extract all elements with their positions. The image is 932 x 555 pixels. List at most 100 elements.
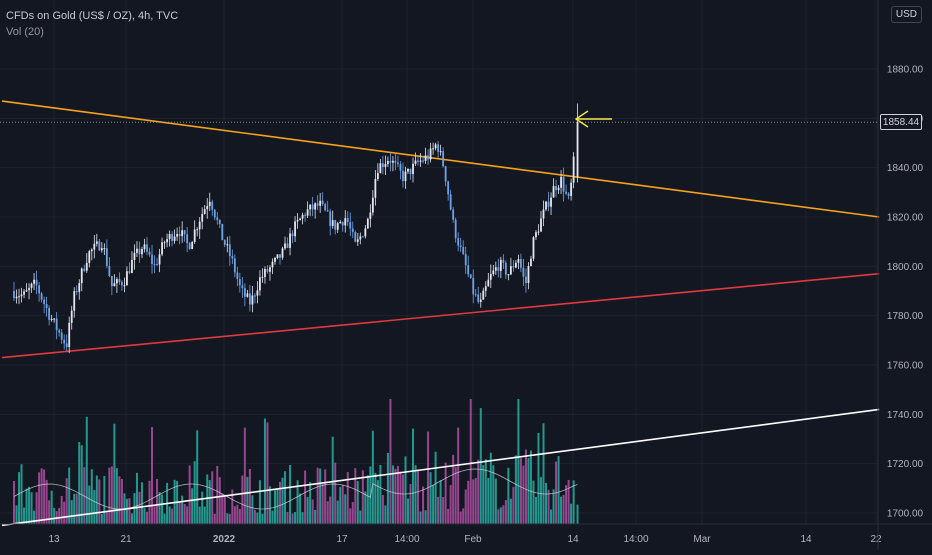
- volume-bar: [562, 494, 565, 524]
- volume-bar: [40, 468, 43, 524]
- candle-body: [166, 239, 168, 243]
- volume-bar: [233, 506, 236, 524]
- volume-bar: [346, 471, 349, 524]
- volume-bar: [542, 423, 545, 524]
- volume-bar: [98, 479, 101, 524]
- left-arrow-icon: [574, 110, 612, 128]
- candle-body: [15, 296, 18, 299]
- candle-body: [233, 258, 236, 273]
- candle-body: [28, 287, 30, 291]
- volume-bar: [183, 503, 186, 524]
- volume-bar: [512, 486, 515, 524]
- volume-bar: [279, 481, 282, 524]
- volume-bar: [534, 497, 537, 524]
- volume-bar: [502, 505, 505, 524]
- volume-bar: [477, 459, 480, 524]
- candle-body: [394, 160, 397, 163]
- volume-bar: [311, 499, 314, 524]
- volume-bar: [60, 495, 63, 524]
- candle-body: [128, 271, 131, 273]
- volume-bar: [221, 493, 224, 524]
- candle-body: [68, 322, 71, 347]
- volume-bar: [291, 513, 294, 524]
- volume-bar: [253, 509, 256, 524]
- candle-body: [43, 299, 46, 304]
- volume-bar: [504, 500, 507, 524]
- candle-body: [359, 236, 362, 240]
- volume-indicator-label[interactable]: Vol (20): [6, 26, 44, 38]
- candle-body: [547, 201, 550, 207]
- volume-bar: [550, 509, 553, 524]
- volume-bar: [349, 508, 352, 524]
- volume-bar: [181, 495, 184, 524]
- x-tick-label: 14: [800, 534, 812, 545]
- candle-body: [404, 171, 407, 182]
- volume-bar: [301, 512, 304, 524]
- volume-bar: [524, 449, 527, 524]
- x-tick-label: 14: [567, 534, 579, 545]
- volume-bar: [271, 510, 274, 524]
- volume-bar: [25, 488, 28, 524]
- volume-bar: [65, 478, 68, 524]
- volume-bar: [565, 485, 568, 524]
- candle-body: [90, 249, 93, 252]
- volume-bar: [13, 480, 15, 524]
- candle-body: [309, 204, 312, 210]
- candle-body: [356, 239, 359, 242]
- candle-body: [121, 282, 123, 286]
- volume-bar: [216, 465, 219, 524]
- x-tick-label: 2022: [213, 534, 236, 545]
- candles[interactable]: [13, 103, 579, 354]
- volume-bar: [494, 478, 497, 524]
- candle-body: [131, 259, 133, 273]
- candle-body: [188, 243, 191, 250]
- currency-badge[interactable]: USD: [890, 6, 922, 23]
- volume-bar: [434, 451, 437, 524]
- trendline-support: [1, 272, 880, 359]
- candle-body: [208, 201, 211, 207]
- candle-body: [419, 160, 422, 162]
- candle-body: [487, 279, 490, 287]
- candle-body: [25, 290, 28, 292]
- volume-bar: [439, 480, 442, 524]
- volume-bar: [146, 511, 149, 524]
- trendlines[interactable]: [1, 100, 880, 527]
- candle-body: [20, 294, 23, 297]
- volume-bar: [63, 501, 66, 524]
- candle-body: [213, 209, 216, 218]
- volume-bar: [442, 497, 445, 524]
- volume-bar: [507, 467, 510, 524]
- x-tick-label: Feb: [464, 534, 482, 545]
- candle-body: [472, 277, 475, 295]
- volume-bar: [218, 477, 221, 524]
- volume-bar: [359, 510, 362, 524]
- volume-bar: [238, 508, 241, 524]
- candle-body: [158, 254, 161, 265]
- volume-bar: [113, 423, 116, 524]
- volume-bar: [75, 493, 78, 524]
- volume-bar: [457, 427, 460, 524]
- candle-body: [83, 268, 86, 271]
- candle-body: [143, 244, 146, 250]
- volume-bar: [459, 511, 462, 524]
- symbol-title[interactable]: CFDs on Gold (US$ / OZ), 4h, TVC: [6, 10, 179, 22]
- volume-bar: [103, 476, 106, 524]
- volume-bar: [50, 490, 53, 524]
- x-tick-label: 14:00: [623, 534, 648, 545]
- candle-body: [434, 144, 437, 149]
- candle-body: [407, 168, 409, 172]
- volume-bar: [100, 513, 103, 524]
- candle-body: [231, 256, 234, 259]
- candle-body: [23, 291, 25, 295]
- candle-body: [399, 164, 402, 171]
- candle-body: [344, 218, 347, 226]
- candle-body: [246, 293, 249, 297]
- volume-bar: [236, 504, 239, 524]
- volume-bar: [53, 507, 56, 524]
- candle-body: [251, 295, 254, 305]
- volume-bar: [567, 479, 570, 524]
- candle-body: [206, 206, 209, 210]
- candle-body: [469, 274, 472, 278]
